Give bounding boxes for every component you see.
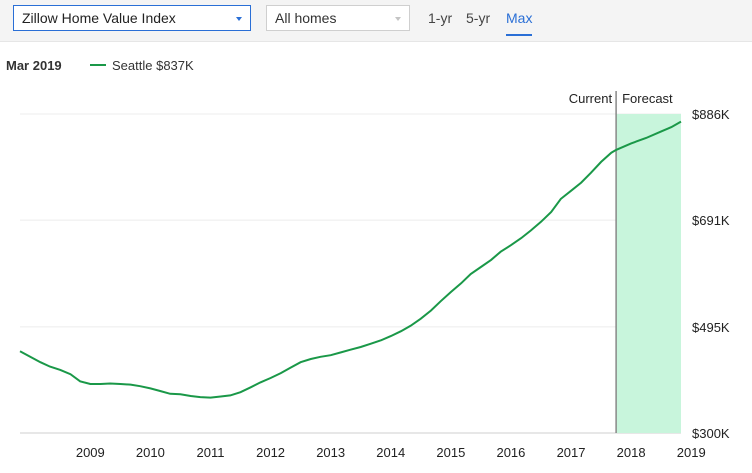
y-tick-label: $495K: [692, 320, 730, 335]
series-line-seattle: [19, 120, 682, 399]
x-tick-label: 2017: [557, 445, 586, 460]
home-type-select-value: All homes: [275, 10, 337, 26]
metric-select[interactable]: Zillow Home Value Index: [13, 5, 251, 31]
chevron-down-icon: [395, 17, 401, 21]
legend-entry-seattle: Seattle $837K: [90, 58, 194, 73]
range-tab-5yr[interactable]: 5-yr: [466, 10, 491, 26]
x-tick-label: 2013: [316, 445, 345, 460]
x-tick-label: 2009: [76, 445, 105, 460]
range-tab-max[interactable]: Max: [506, 10, 533, 36]
legend-date: Mar 2019: [6, 58, 62, 73]
y-tick-label: $886K: [692, 107, 730, 122]
legend-entry-label: Seattle $837K: [112, 58, 194, 73]
x-tick-label: 2019: [677, 445, 706, 460]
y-axis-ticks: $300K $495K $691K $886K: [692, 107, 730, 441]
forecast-label: Forecast: [622, 91, 673, 106]
y-tick-label: $691K: [692, 213, 730, 228]
y-tick-label: $300K: [692, 426, 730, 441]
current-label: Current: [569, 91, 613, 106]
x-axis-ticks: 2009 2010 2011 2012 2013 2014 2015 2016 2017 2018…: [76, 445, 706, 460]
x-tick-label: 2010: [136, 445, 165, 460]
x-tick-label: 2018: [617, 445, 646, 460]
legend-swatch: [90, 63, 106, 66]
x-tick-label: 2011: [197, 445, 225, 460]
forecast-band: [616, 114, 681, 433]
metric-select-value: Zillow Home Value Index: [22, 10, 176, 26]
x-tick-label: 2014: [376, 445, 405, 460]
x-tick-label: 2015: [436, 445, 465, 460]
x-tick-label: 2016: [496, 445, 525, 460]
range-tab-1yr[interactable]: 1-yr: [428, 10, 453, 26]
x-tick-label: 2012: [256, 445, 285, 460]
chart-toolbar: Zillow Home Value Index All homes 1-yr 5…: [0, 0, 752, 42]
grid-lines: [20, 113, 681, 434]
chevron-down-icon: [236, 17, 242, 21]
home-type-select[interactable]: All homes: [266, 5, 410, 31]
